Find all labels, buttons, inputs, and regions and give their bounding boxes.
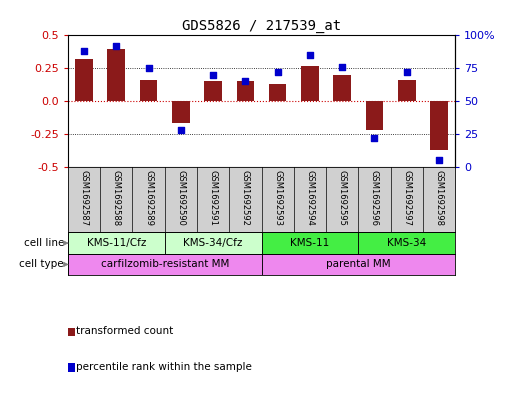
- Text: GSM1692588: GSM1692588: [112, 170, 121, 226]
- Text: parental MM: parental MM: [326, 259, 391, 270]
- Point: [209, 72, 218, 78]
- Point: [403, 69, 411, 75]
- Text: cell type: cell type: [19, 259, 64, 270]
- Bar: [140, 80, 157, 101]
- Text: GSM1692595: GSM1692595: [338, 170, 347, 226]
- Text: GSM1692590: GSM1692590: [176, 170, 185, 226]
- Text: KMS-34/Cfz: KMS-34/Cfz: [184, 238, 243, 248]
- Point: [241, 78, 249, 84]
- Bar: [108, 48, 125, 101]
- Text: KMS-11: KMS-11: [290, 238, 329, 248]
- Bar: [269, 84, 287, 101]
- Bar: [398, 80, 415, 101]
- Bar: [366, 101, 383, 130]
- Bar: [430, 101, 448, 150]
- Text: GSM1692592: GSM1692592: [241, 170, 250, 226]
- Bar: [165, 232, 262, 254]
- Point: [274, 69, 282, 75]
- Text: carfilzomib-resistant MM: carfilzomib-resistant MM: [100, 259, 229, 270]
- Text: GSM1692598: GSM1692598: [435, 170, 444, 226]
- Point: [177, 127, 185, 133]
- Point: [370, 135, 379, 141]
- Bar: [75, 59, 93, 101]
- Text: GSM1692591: GSM1692591: [209, 170, 218, 226]
- Bar: [68, 232, 165, 254]
- Bar: [358, 232, 455, 254]
- Point: [112, 43, 120, 49]
- Bar: [262, 232, 358, 254]
- Bar: [301, 66, 319, 101]
- Bar: [262, 254, 455, 275]
- Point: [80, 48, 88, 54]
- Text: transformed count: transformed count: [76, 326, 173, 336]
- Text: KMS-11/Cfz: KMS-11/Cfz: [87, 238, 146, 248]
- Bar: [204, 81, 222, 101]
- Text: GSM1692596: GSM1692596: [370, 170, 379, 226]
- Point: [305, 52, 314, 58]
- Text: GSM1692587: GSM1692587: [79, 170, 88, 226]
- Point: [144, 65, 153, 72]
- Text: cell line: cell line: [24, 238, 64, 248]
- Point: [338, 64, 346, 70]
- Bar: [68, 254, 262, 275]
- Bar: [236, 81, 254, 101]
- Text: KMS-34: KMS-34: [387, 238, 426, 248]
- Text: GSM1692594: GSM1692594: [305, 170, 314, 226]
- Title: GDS5826 / 217539_at: GDS5826 / 217539_at: [182, 19, 341, 33]
- Text: GSM1692597: GSM1692597: [402, 170, 411, 226]
- Text: GSM1692593: GSM1692593: [273, 170, 282, 226]
- Bar: [172, 101, 190, 123]
- Text: percentile rank within the sample: percentile rank within the sample: [76, 362, 252, 372]
- Point: [435, 157, 443, 163]
- Text: GSM1692589: GSM1692589: [144, 170, 153, 226]
- Bar: [333, 75, 351, 101]
